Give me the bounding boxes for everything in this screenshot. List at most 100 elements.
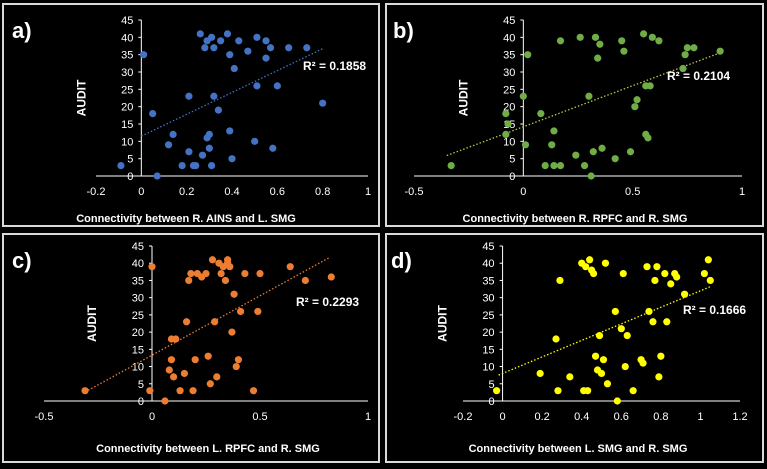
panel-border (385, 233, 764, 463)
data-point (657, 352, 665, 360)
x-tick-label: -0.2 (454, 411, 473, 423)
data-point (180, 369, 188, 378)
data-point (648, 33, 656, 41)
data-point (646, 82, 654, 90)
y-tick-label: 45 (121, 15, 133, 27)
trendline (84, 257, 330, 393)
data-point (191, 356, 199, 364)
data-point (556, 162, 565, 170)
data-point (673, 273, 681, 281)
data-point (556, 37, 565, 45)
data-point (585, 92, 593, 100)
x-axis-label: Connectivity between R. RPFC and R. SMG (463, 213, 688, 225)
data-point (704, 256, 712, 264)
x-tick-label: 0 (149, 411, 155, 423)
chart-panel-d: 0 5 10 15 20 25 30 35 40 45 -0.2 0 0.2 0.4 0.6 0.8 1 1.2 C… (385, 233, 764, 463)
data-point (303, 44, 311, 52)
y-tick-label: 25 (132, 310, 144, 322)
x-tick-label: 0.5 (252, 411, 267, 423)
y-axis-label: AUDIT (74, 79, 88, 116)
data-point (202, 269, 210, 278)
data-point (679, 64, 687, 73)
data-point (214, 106, 222, 114)
data-point (572, 151, 580, 159)
panel-label: c) (12, 248, 32, 273)
data-point (690, 44, 698, 52)
data-point (232, 362, 240, 371)
r-squared-label: R² = 0.1858 (303, 59, 366, 73)
data-point (493, 387, 501, 395)
x-tick-label: 1 (739, 186, 745, 198)
y-tick-label: 30 (132, 293, 144, 305)
data-point (230, 290, 238, 298)
data-point (618, 37, 626, 45)
data-point (706, 276, 714, 285)
data-point (611, 307, 619, 316)
data-point (661, 269, 669, 278)
data-point (617, 325, 625, 333)
data-point (149, 110, 157, 118)
y-tick-label: 45 (132, 241, 144, 253)
data-point (502, 130, 510, 138)
data-point (176, 387, 184, 395)
data-point (319, 99, 327, 107)
data-point (269, 144, 277, 152)
data-point (169, 130, 177, 138)
data-point (244, 47, 252, 55)
data-point (619, 269, 627, 278)
r-squared-label: R² = 0.2293 (296, 295, 359, 309)
x-tick-label: 1 (697, 411, 703, 423)
data-point (580, 162, 589, 170)
y-tick-label: 40 (121, 32, 133, 44)
y-tick-label: 10 (503, 136, 515, 148)
data-point (148, 263, 156, 271)
trendline (141, 48, 323, 137)
data-point (655, 373, 663, 381)
data-point (597, 369, 606, 378)
data-point (224, 256, 232, 264)
y-tick-label: 30 (503, 67, 515, 79)
data-point (629, 387, 637, 395)
data-point (266, 44, 275, 52)
data-point (582, 263, 590, 271)
data-point (623, 331, 631, 340)
data-point (591, 352, 600, 360)
x-tick-label: 1.2 (732, 411, 747, 423)
data-point (236, 307, 245, 316)
data-point (594, 54, 602, 62)
y-tick-label: 40 (482, 258, 494, 270)
data-point (667, 280, 675, 288)
data-point (262, 54, 270, 62)
data-point (213, 373, 221, 381)
y-tick-label: 40 (132, 258, 144, 270)
data-point (230, 64, 238, 73)
data-point (140, 51, 148, 59)
y-tick-label: 15 (132, 344, 144, 356)
x-tick-label: -0.5 (35, 411, 54, 423)
panel-label: d) (391, 248, 412, 273)
data-point (598, 144, 606, 152)
y-tick-label: 0 (127, 171, 133, 183)
data-point (576, 33, 584, 41)
data-point (554, 387, 562, 395)
data-point (541, 162, 549, 170)
data-point (204, 352, 212, 360)
data-point (153, 172, 161, 180)
data-point (639, 359, 647, 367)
data-point (645, 307, 653, 316)
y-tick-label: 5 (138, 379, 144, 391)
y-tick-label: 20 (482, 327, 494, 339)
x-tick-label: 0.2 (179, 186, 194, 198)
data-point (235, 37, 243, 45)
data-point (633, 96, 641, 104)
data-point (198, 151, 207, 159)
data-point (502, 110, 510, 118)
data-point (146, 387, 154, 395)
x-axis-label: Connectivity between L. SMG and R. SMG (469, 443, 688, 455)
chart-panel-a: 0 5 10 15 20 25 30 35 40 45 -0.2 0 0.2 0.4 0.6 0.8 1 Conn… (2, 3, 380, 227)
data-point (170, 373, 178, 381)
data-point (234, 356, 242, 364)
data-point (165, 366, 173, 374)
y-axis-label: AUDIT (85, 305, 99, 342)
data-point (700, 269, 708, 278)
